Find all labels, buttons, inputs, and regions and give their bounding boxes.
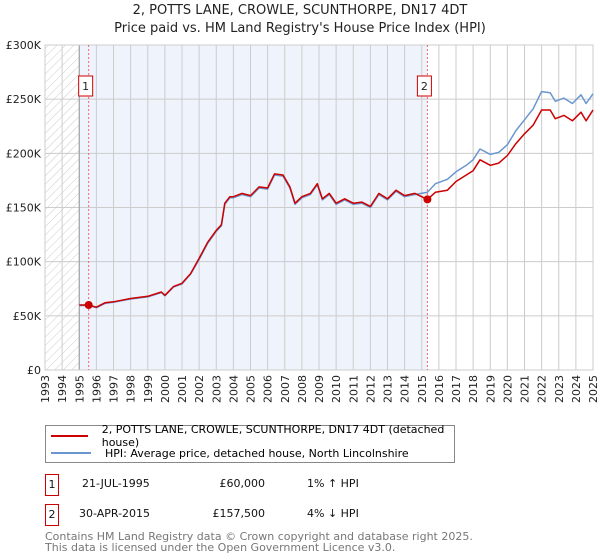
x-tick-label: 2013 bbox=[382, 375, 395, 403]
x-tick-label: 2000 bbox=[159, 375, 172, 403]
x-tick-label: 2022 bbox=[536, 375, 549, 403]
sale-point bbox=[84, 301, 93, 309]
x-tick-label: 2001 bbox=[176, 375, 189, 403]
x-tick-label: 2016 bbox=[433, 375, 446, 403]
x-tick-label: 2007 bbox=[279, 375, 292, 403]
chart-subtitle: Price paid vs. HM Land Registry's House … bbox=[114, 21, 486, 36]
footer-copyright: Contains HM Land Registry data © Crown c… bbox=[45, 530, 473, 543]
sale-hpi-diff: 4% ↓ HPI bbox=[307, 507, 359, 520]
x-tick-label: 2023 bbox=[553, 375, 566, 403]
legend-item-hpi: HPI: Average price, detached house, Nort… bbox=[46, 445, 409, 461]
legend-item-property: 2, POTTS LANE, CROWLE, SCUNTHORPE, DN17 … bbox=[46, 423, 454, 449]
x-tick-label: 1997 bbox=[108, 375, 121, 403]
footer-licence: This data is licensed under the Open Gov… bbox=[45, 541, 396, 554]
x-tick-label: 1994 bbox=[56, 375, 69, 403]
x-tick-label: 1999 bbox=[142, 375, 155, 403]
sale-price: £157,500 bbox=[212, 507, 266, 520]
x-tick-label: 2004 bbox=[227, 375, 240, 403]
y-tick-label: £100K bbox=[6, 256, 42, 269]
y-tick-label: £300K bbox=[6, 39, 42, 52]
legend-swatch-hpi bbox=[51, 452, 91, 454]
sale-price: £60,000 bbox=[219, 477, 266, 490]
y-tick-label: £50K bbox=[13, 310, 42, 323]
x-tick-label: 2003 bbox=[210, 375, 223, 403]
x-tick-label: 2012 bbox=[364, 375, 377, 403]
x-tick-label: 2010 bbox=[330, 375, 343, 403]
sale-badge: 2 bbox=[45, 504, 59, 526]
plot-frame bbox=[44, 44, 594, 371]
x-tick-label: 2002 bbox=[193, 375, 206, 403]
y-tick-label: £0 bbox=[27, 364, 41, 377]
sale-badge: 1 bbox=[45, 474, 59, 496]
x-tick-label: 1993 bbox=[39, 375, 52, 403]
x-tick-label: 2014 bbox=[399, 375, 412, 403]
x-tick-label: 2021 bbox=[519, 375, 532, 403]
x-tick-label: 2020 bbox=[501, 375, 514, 403]
legend-label: HPI: Average price, detached house, Nort… bbox=[105, 446, 409, 460]
sale-date: 21-JUL-1995 bbox=[82, 477, 150, 490]
price-chart: 1 2 1993 1994 1995 1996 1997 1998 1999 2000 2001 20… bbox=[6, 39, 600, 403]
x-tick-label: 2017 bbox=[450, 375, 463, 403]
x-tick-label: 2011 bbox=[347, 375, 360, 403]
x-tick-label: 2008 bbox=[296, 375, 309, 403]
legend-swatch-property bbox=[51, 435, 88, 437]
y-tick-label: £250K bbox=[6, 93, 42, 106]
sale-hpi-diff: 1% ↑ HPI bbox=[307, 477, 359, 490]
sale-label: 2 bbox=[421, 80, 428, 93]
x-tick-label: 2019 bbox=[484, 375, 497, 403]
sale-label-box bbox=[78, 75, 94, 97]
sale-point bbox=[423, 195, 432, 204]
x-tick-label: 2018 bbox=[467, 375, 480, 403]
sale-label: 1 bbox=[82, 80, 89, 93]
x-tick-label: 2015 bbox=[416, 375, 429, 403]
property-price-line bbox=[79, 109, 594, 308]
x-tick-label: 2005 bbox=[245, 375, 258, 403]
x-tick-label: 2006 bbox=[262, 375, 275, 403]
x-tick-label: 2009 bbox=[313, 375, 326, 403]
legend: 2, POTTS LANE, CROWLE, SCUNTHORPE, DN17 … bbox=[45, 423, 455, 463]
x-tick-label: 2025 bbox=[587, 375, 600, 403]
sale-date: 30-APR-2015 bbox=[79, 507, 151, 520]
x-tick-label: 1995 bbox=[73, 375, 86, 403]
x-tick-label: 1998 bbox=[125, 375, 138, 403]
x-tick-label: 2024 bbox=[570, 375, 583, 403]
y-tick-label: £150K bbox=[6, 202, 42, 215]
x-tick-label: 1996 bbox=[90, 375, 103, 403]
y-tick-label: £200K bbox=[6, 147, 42, 160]
legend-label: 2, POTTS LANE, CROWLE, SCUNTHORPE, DN17 … bbox=[101, 423, 445, 449]
sale-label-box bbox=[416, 75, 432, 97]
chart-title: 2, POTTS LANE, CROWLE, SCUNTHORPE, DN17 … bbox=[132, 3, 468, 18]
